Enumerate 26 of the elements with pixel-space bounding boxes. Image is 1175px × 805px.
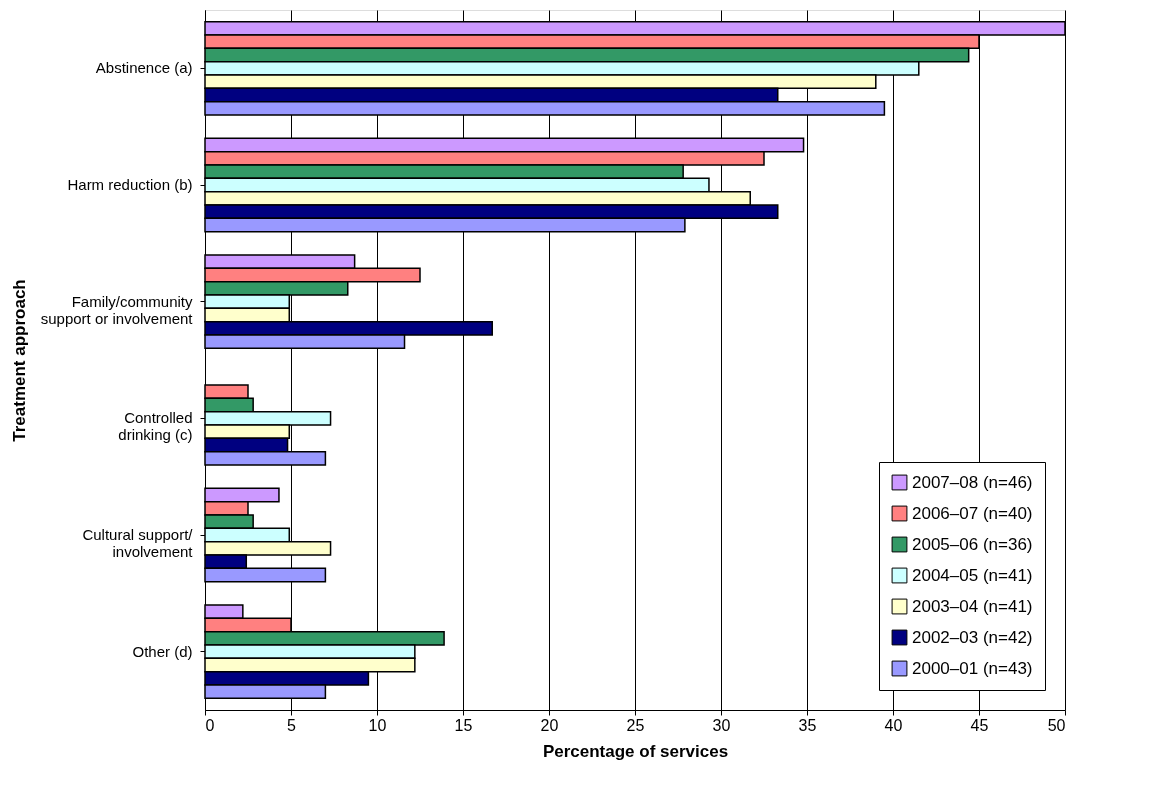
y-tick-label: Abstinence (a) — [95, 59, 193, 77]
x-tick-label: 30 — [712, 716, 731, 734]
x-tick-label: 40 — [884, 716, 903, 734]
x-tick-label: 25 — [626, 716, 645, 734]
x-tick-label: 5 — [287, 716, 297, 734]
x-tick-label: 35 — [798, 716, 817, 734]
y-tick-label: Cultural support/ involvement — [82, 526, 194, 560]
y-axis-title: Treatment approach — [9, 279, 29, 442]
y-tick-label: Controlled drinking (c) — [118, 409, 193, 444]
y-tick-label: Family/community support or involvement — [40, 292, 194, 327]
x-tick-label: 0 — [205, 716, 215, 734]
legend-label: 2003–04 (n=41) — [912, 596, 1033, 616]
x-tick-label: 50 — [1047, 716, 1066, 734]
y-tick-label: Other (d) — [132, 642, 193, 660]
legend-label: 2000–01 (n=43) — [912, 658, 1033, 678]
y-tick-label: Harm reduction (b) — [67, 176, 193, 193]
legend-label: 2002–03 (n=42) — [912, 627, 1033, 647]
x-axis-title: Percentage of services — [542, 741, 729, 761]
legend-label: 2007–08 (n=46) — [912, 472, 1033, 492]
x-tick-label: 10 — [368, 716, 387, 734]
legend-label: 2006–07 (n=40) — [912, 503, 1033, 523]
legend-label: 2004–05 (n=41) — [912, 565, 1033, 585]
x-tick-label: 20 — [540, 716, 559, 734]
legend-label: 2005–06 (n=36) — [912, 534, 1033, 554]
x-tick-label: 45 — [970, 716, 989, 734]
x-tick-label: 15 — [454, 716, 473, 734]
